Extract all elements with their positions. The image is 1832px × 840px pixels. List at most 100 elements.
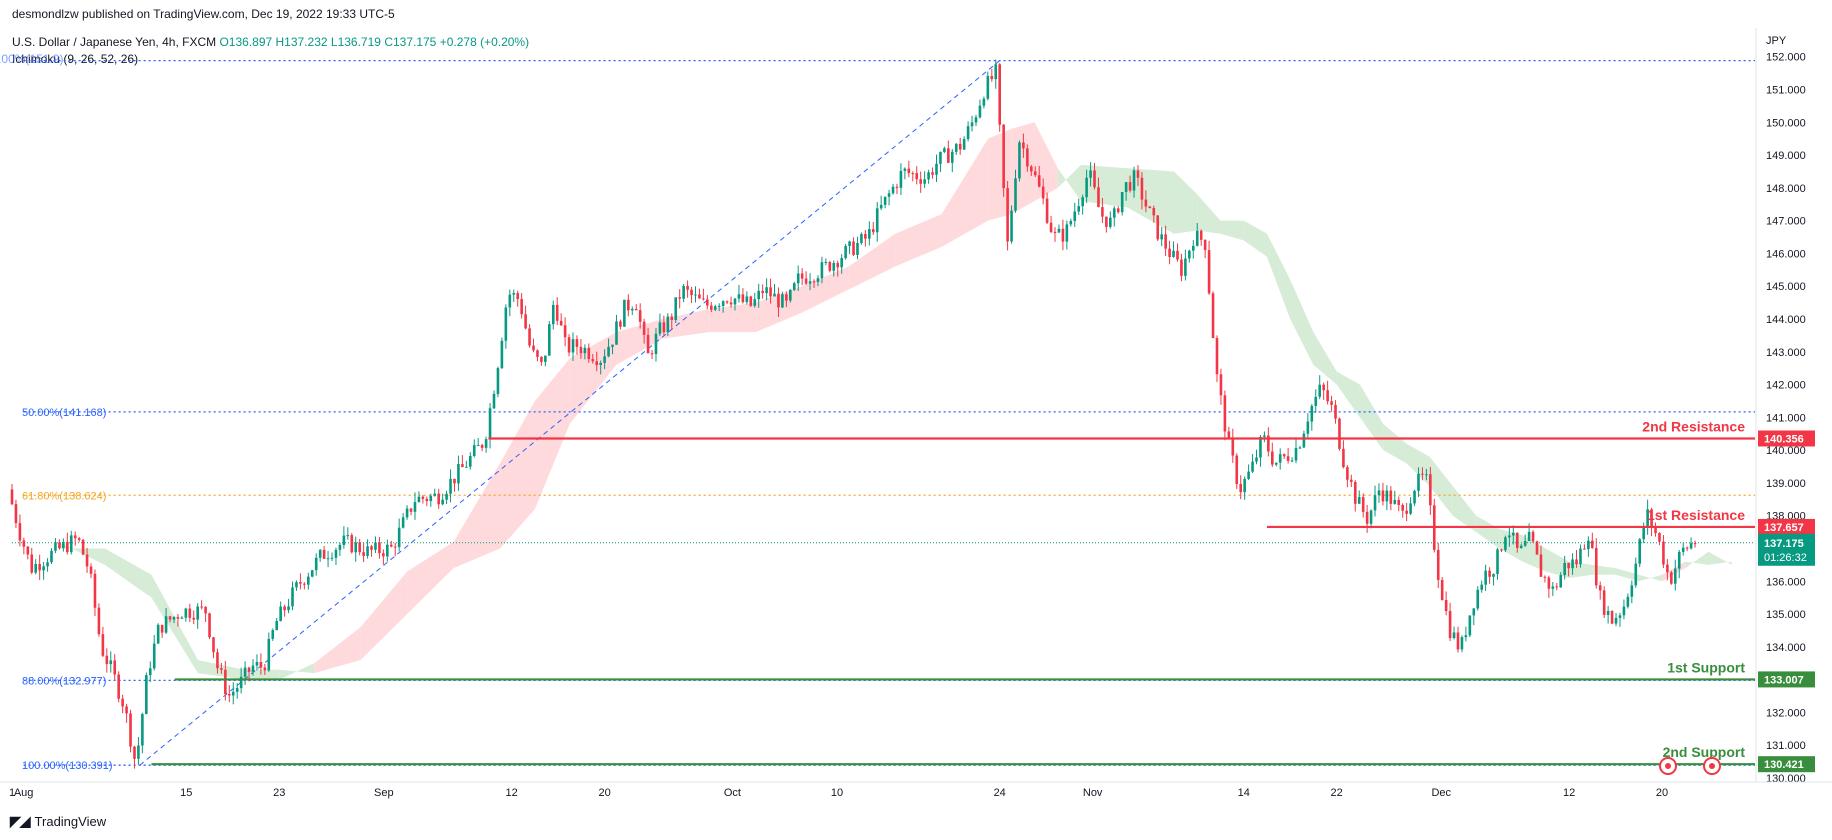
candle-body	[46, 562, 49, 567]
candle-body	[283, 606, 286, 611]
candle-body	[1030, 166, 1033, 172]
candle-body	[540, 356, 543, 362]
price-tick-label: 134.000	[1766, 642, 1806, 654]
candle-body	[1322, 384, 1325, 391]
candle-body	[1065, 224, 1069, 242]
brand-name: TradingView	[34, 814, 107, 829]
candle-body	[848, 241, 851, 247]
candle-body	[1318, 384, 1322, 397]
candle-body	[1267, 435, 1270, 452]
candle-body	[1393, 499, 1397, 504]
cloud-segment	[1336, 371, 1360, 418]
candle-body	[1421, 473, 1424, 475]
candle-body	[1527, 531, 1531, 542]
candle-body	[931, 172, 934, 175]
candle-body	[915, 173, 919, 180]
candle-body	[634, 308, 638, 311]
candle-body	[970, 122, 974, 127]
candle-body	[1184, 258, 1187, 276]
price-tick-label: 135.000	[1766, 609, 1806, 621]
candle-body	[1290, 460, 1294, 462]
candle-body	[1480, 584, 1483, 590]
candle-body	[666, 316, 670, 333]
candle-body	[168, 616, 172, 620]
candle-body	[555, 304, 559, 321]
candle-body	[1251, 461, 1254, 472]
candle-body	[599, 362, 602, 366]
price-tick-label: 145.000	[1766, 281, 1806, 293]
candle-body	[322, 549, 326, 559]
candle-body	[1152, 208, 1156, 216]
fib-level-label: 100.00%(130.391)	[22, 760, 113, 772]
cloud-segment	[279, 663, 315, 680]
candle-body	[646, 334, 650, 354]
candle-body	[619, 321, 622, 327]
level-price-tag	[1758, 430, 1815, 447]
candle-body	[1045, 198, 1049, 223]
candle-body	[310, 570, 314, 577]
candle-body	[1346, 467, 1349, 480]
candle-body	[1101, 207, 1104, 217]
cloud-segment	[1220, 220, 1244, 241]
candle-body	[1531, 531, 1535, 542]
price-tick-label: 146.000	[1766, 248, 1806, 260]
candle-body	[868, 229, 871, 239]
time-tick-label: 23	[273, 787, 285, 799]
cloud-segment	[1313, 332, 1337, 385]
candle-body	[172, 616, 176, 620]
currency-label: JPY	[1766, 35, 1787, 47]
candle-body	[551, 304, 555, 325]
candle-body	[587, 347, 591, 360]
candle-body	[81, 539, 85, 555]
candle-body	[682, 285, 685, 299]
candle-body	[89, 566, 93, 574]
candle-body	[1255, 457, 1258, 462]
candle-body	[883, 196, 887, 205]
candle-body	[93, 573, 97, 608]
indicator-legend[interactable]: Ichimoku (9, 26, 52, 26) 0.00%(151.9)	[0, 52, 138, 66]
candle-body	[1195, 230, 1199, 246]
candle-body	[216, 652, 219, 669]
candle-body	[630, 308, 634, 311]
candle-body	[923, 179, 926, 184]
candle-body	[939, 151, 942, 164]
candle-body	[1338, 418, 1341, 449]
candle-body	[721, 301, 725, 306]
candle-body	[247, 667, 251, 672]
candle-body	[1227, 431, 1231, 438]
candle-body	[1109, 217, 1112, 227]
candle-body	[508, 294, 512, 308]
candle-body	[1282, 454, 1286, 457]
candle-body	[548, 324, 551, 356]
candle-body	[239, 676, 243, 689]
candle-body	[1373, 495, 1377, 511]
candle-body	[1547, 577, 1551, 589]
symbol-name[interactable]: U.S. Dollar / Japanese Yen, 4h, FXCM	[12, 35, 217, 49]
candle-body	[903, 168, 907, 171]
candle-body	[907, 168, 911, 174]
candle-body	[1314, 396, 1318, 406]
candle-body	[1026, 148, 1029, 167]
candle-body	[1361, 497, 1365, 512]
price-tick-label: 142.000	[1766, 380, 1806, 392]
tradingview-brand[interactable]: ◤◢ TradingView	[10, 813, 106, 830]
candle-body	[1444, 599, 1448, 612]
candle-body	[188, 608, 192, 618]
candle-body	[785, 294, 788, 301]
candle-body	[1563, 562, 1566, 576]
candle-body	[1271, 451, 1274, 465]
candle-body	[1405, 510, 1408, 514]
candle-body	[113, 660, 117, 675]
candle-body	[243, 667, 247, 677]
price-axis[interactable]: JPY 152.000 151.000 150.000 149.000 148.000 14…	[1755, 28, 1815, 785]
candle-body	[1136, 170, 1140, 178]
candle-body	[330, 557, 334, 559]
symbol-ohlc: U.S. Dollar / Japanese Yen, 4h, FXCM O13…	[12, 35, 529, 49]
candle-body	[717, 305, 721, 307]
cloud-segment	[360, 571, 408, 660]
candle-body	[1559, 575, 1563, 588]
indicator-name[interactable]: Ichimoku (9, 26, 52, 26)	[12, 52, 139, 66]
candle-body	[954, 143, 958, 152]
